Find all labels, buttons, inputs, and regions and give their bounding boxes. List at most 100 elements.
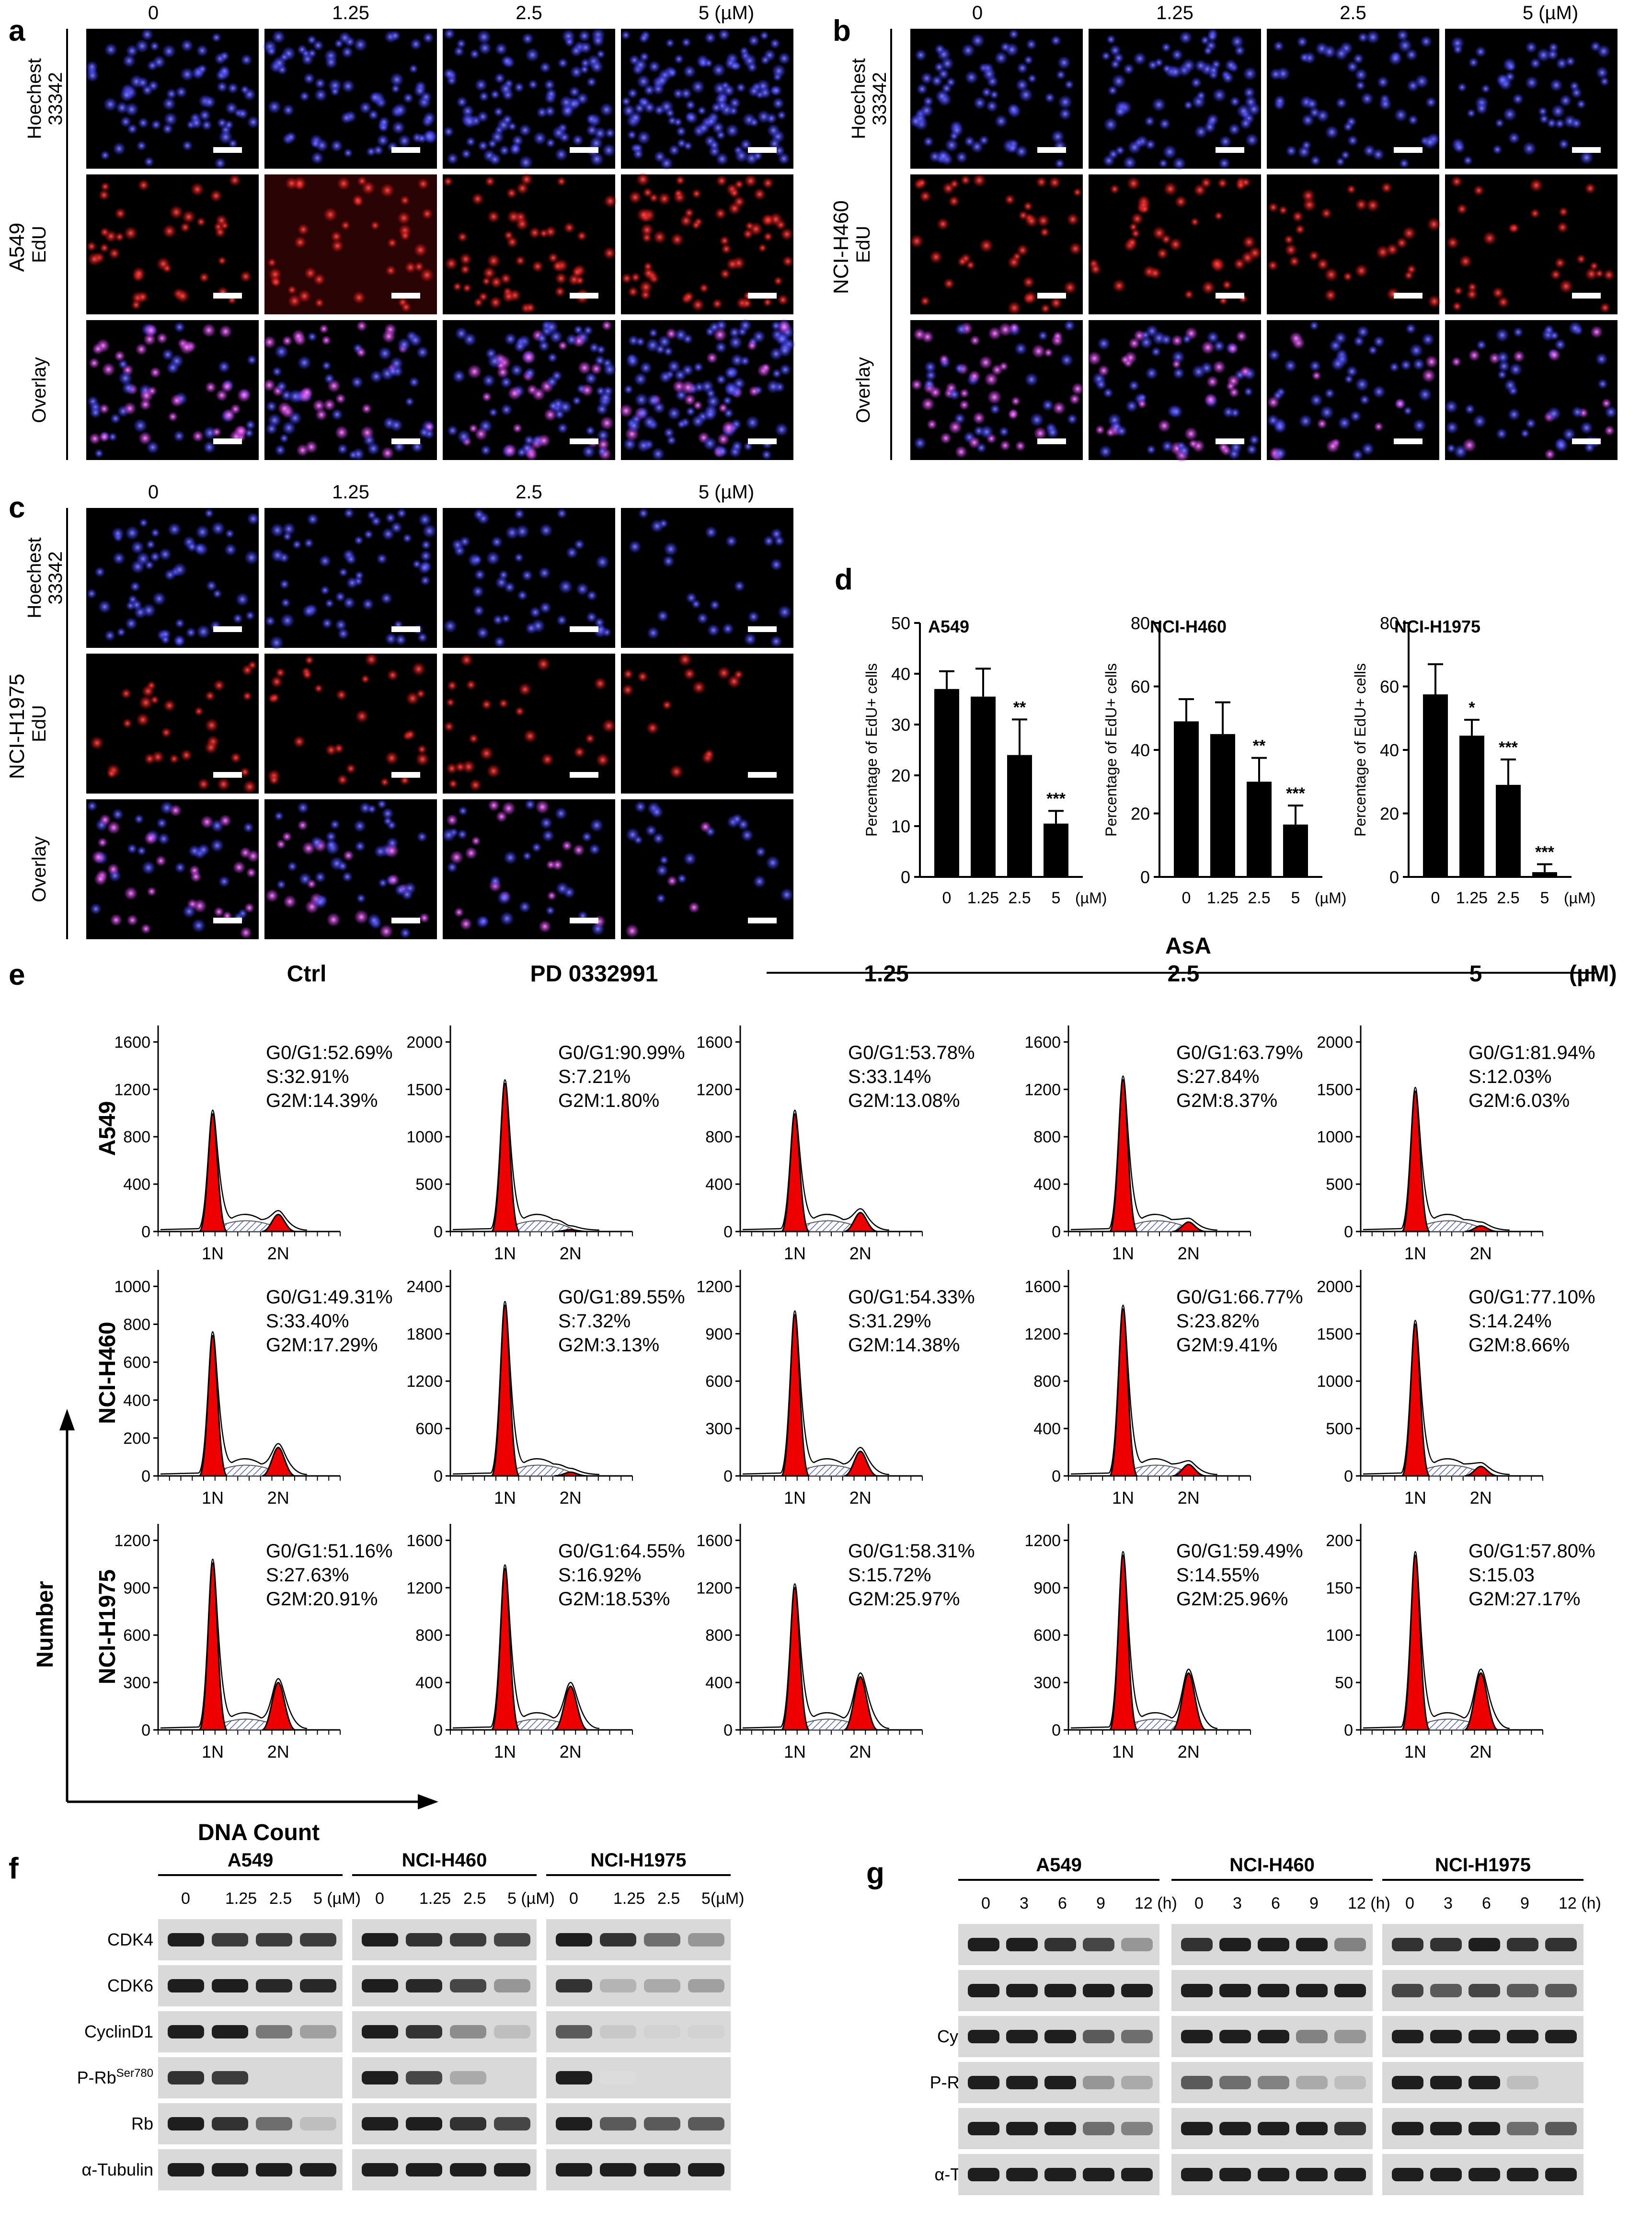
y-tick-label: 1600 <box>1024 1278 1061 1296</box>
protein-band <box>406 1933 442 1946</box>
cell-nucleus <box>271 549 284 562</box>
cell-nucleus <box>731 354 744 367</box>
cell-nucleus <box>1324 268 1338 282</box>
cell-nucleus <box>371 516 381 527</box>
cell-nucleus <box>1008 301 1021 315</box>
cell-nucleus <box>338 628 349 639</box>
cell-nucleus <box>1451 357 1461 367</box>
cell-nucleus <box>537 333 548 344</box>
cell-nucleus <box>736 82 746 92</box>
cell-nucleus <box>330 87 340 96</box>
cell-nucleus <box>685 100 696 110</box>
group-label: NCI-H460 <box>402 1850 487 1871</box>
cell-nucleus <box>379 116 390 127</box>
protein-band <box>1507 2030 1538 2043</box>
protein-band <box>300 2163 336 2176</box>
protein-band <box>1296 2030 1328 2043</box>
cell-nucleus <box>1538 107 1548 116</box>
protein-band <box>1181 2122 1213 2135</box>
cell-nucleus <box>590 60 603 73</box>
cell-nucleus <box>526 622 537 634</box>
cell-nucleus <box>1240 366 1250 377</box>
y-tick-label: 0 <box>141 1721 150 1739</box>
cell-nucleus <box>594 617 605 628</box>
cell-nucleus <box>333 743 344 754</box>
cell-nucleus <box>278 402 291 415</box>
scale-bar <box>570 772 598 778</box>
cell-nucleus <box>1597 45 1610 58</box>
cell-nucleus <box>487 764 500 778</box>
cell-nucleus <box>502 290 515 303</box>
cell-nucleus <box>400 775 410 785</box>
lane-label: 6 <box>1482 1894 1491 1912</box>
cell-nucleus <box>960 389 969 398</box>
y-tick-label: 1200 <box>1024 1325 1061 1343</box>
cell-nucleus <box>729 188 740 198</box>
cell-nucleus <box>1274 95 1285 106</box>
lane-label: 5 (µM) <box>507 1889 555 1908</box>
y-tick-label: 30 <box>891 715 910 735</box>
cell-nucleus <box>1357 326 1369 338</box>
x-unit-label: (µM) <box>1315 889 1346 907</box>
cell-nucleus <box>182 210 195 224</box>
cell-nucleus <box>283 523 295 535</box>
cell-nucleus <box>602 320 612 331</box>
scale-bar <box>213 293 242 299</box>
cell-nucleus <box>733 196 746 208</box>
cell-nucleus <box>1183 101 1193 110</box>
cell-nucleus <box>559 580 573 594</box>
cell-nucleus <box>1041 303 1051 313</box>
cell-nucleus <box>955 323 967 335</box>
cell-nucleus <box>1017 63 1028 74</box>
cell-nucleus <box>181 749 192 761</box>
scale-bar <box>391 438 420 444</box>
cell-nucleus <box>447 862 458 873</box>
cell-nucleus <box>1044 348 1053 357</box>
cell-nucleus <box>447 153 459 164</box>
cell-nucleus <box>461 149 471 159</box>
protein-band <box>300 1979 336 1992</box>
x-label-1n: 1N <box>1404 1244 1426 1263</box>
cell-nucleus <box>446 698 455 707</box>
cell-nucleus <box>127 843 138 854</box>
protein-band <box>1392 1938 1423 1951</box>
y-tick-label: 200 <box>1326 1532 1353 1550</box>
x-label-1n: 1N <box>1112 1244 1134 1263</box>
cell-nucleus <box>471 193 484 205</box>
cell-nucleus <box>1192 365 1205 379</box>
cell-nucleus <box>403 92 413 104</box>
y-tick-label: 1000 <box>114 1278 150 1296</box>
cell-nucleus <box>390 73 404 86</box>
cell-nucleus <box>641 223 654 237</box>
cell-nucleus <box>1372 149 1384 161</box>
cell-nucleus <box>420 576 430 586</box>
cell-nucleus <box>164 112 177 126</box>
cell-nucleus <box>919 190 931 202</box>
y-tick-label: 1200 <box>1024 1081 1061 1099</box>
y-tick-label: 800 <box>705 1128 733 1146</box>
cell-nucleus <box>950 179 959 189</box>
protein-band <box>644 2163 680 2176</box>
cell-nucleus <box>465 847 477 859</box>
cell-nucleus <box>596 753 609 767</box>
cell-nucleus <box>1243 87 1255 99</box>
cell-nucleus <box>1481 84 1491 93</box>
cell-nucleus <box>1451 176 1463 187</box>
protein-band <box>968 1984 999 1997</box>
lane-label: 0 <box>375 1889 384 1908</box>
cell-nucleus <box>949 421 962 434</box>
bar <box>1283 824 1308 877</box>
cell-nucleus <box>335 393 346 404</box>
cell-nucleus <box>998 323 1012 336</box>
cell-nucleus <box>205 382 216 393</box>
cell-nucleus <box>90 407 101 418</box>
cell-nucleus <box>313 40 323 51</box>
cycle-stat: S:16.92% <box>558 1565 641 1586</box>
protein-band <box>1258 1984 1289 1997</box>
cycle-stat: S:32.91% <box>266 1066 349 1087</box>
cell-nucleus <box>489 296 502 309</box>
cell-nucleus <box>602 144 615 157</box>
cell-nucleus <box>380 777 390 787</box>
